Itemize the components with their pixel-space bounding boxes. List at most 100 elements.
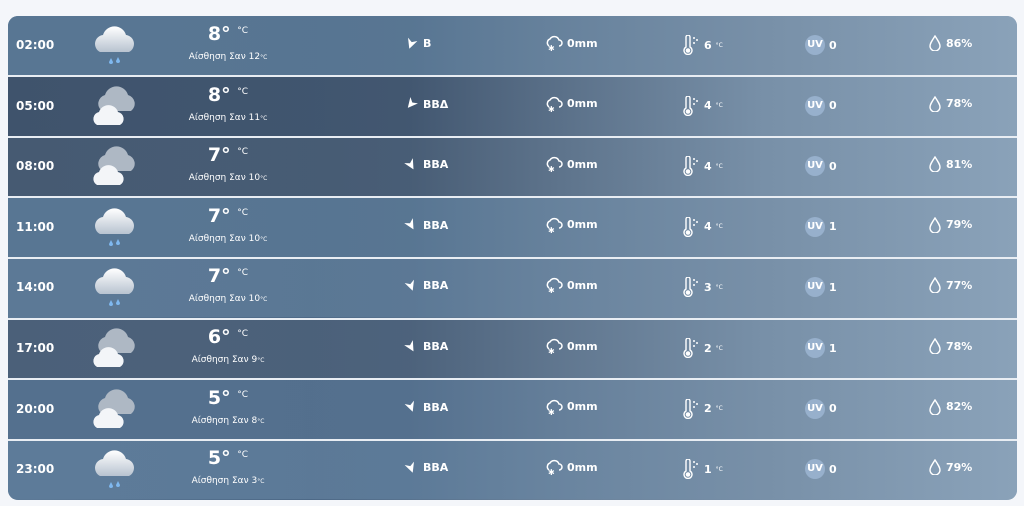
feels-like: Αίσθηση Σαν 9°C bbox=[191, 355, 265, 365]
humidity: 79% bbox=[928, 459, 972, 476]
wind: Β bbox=[406, 37, 431, 50]
temperature: 6° °C bbox=[207, 326, 249, 348]
precipitation: ✱ 0mm bbox=[545, 156, 598, 172]
wind-direction: ΒΒΑ bbox=[423, 279, 449, 293]
svg-text:✱: ✱ bbox=[548, 165, 555, 172]
wind-direction-icon bbox=[404, 157, 414, 170]
snow-cloud-icon: ✱ bbox=[546, 157, 563, 172]
dew-point: 3 °C bbox=[682, 277, 723, 298]
time-label: 02:00 bbox=[16, 38, 55, 52]
wind: ΒΒΑ bbox=[404, 461, 448, 474]
dew-point: 2 °C bbox=[682, 398, 723, 419]
uv-badge: UV bbox=[805, 277, 825, 298]
dew-point: 4 °C bbox=[682, 156, 723, 177]
uv-badge: UV bbox=[805, 156, 825, 177]
time-label: 05:00 bbox=[16, 98, 55, 113]
thermometer-icon bbox=[683, 156, 698, 177]
thermometer-icon bbox=[683, 398, 698, 419]
precipitation: ✱ 0mm bbox=[545, 96, 598, 112]
wind: ΒΒΑ bbox=[404, 279, 449, 293]
precipitation: ✱ 0mm bbox=[545, 217, 598, 233]
droplet-icon bbox=[929, 35, 941, 51]
uv-badge: UV bbox=[805, 95, 825, 116]
row-divider bbox=[8, 135, 1017, 138]
time-label: 17:00 bbox=[16, 341, 55, 355]
thermometer-icon bbox=[683, 216, 698, 237]
rain-cloud-icon bbox=[90, 446, 140, 492]
feels-like: Αίσθηση Σαν 11°C bbox=[188, 112, 268, 123]
dew-point: 4 °C bbox=[682, 216, 723, 237]
time-label: 20:00 bbox=[16, 401, 55, 416]
wind: ΒΒΑ bbox=[404, 400, 449, 414]
row-divider bbox=[8, 378, 1017, 381]
humidity: 86% bbox=[928, 35, 972, 51]
wind-direction: ΒΒΑ bbox=[423, 340, 449, 353]
precipitation: ✱ 0mm bbox=[545, 35, 598, 51]
wind-direction: ΒΒΔ bbox=[423, 97, 449, 111]
partly-cloudy-icon bbox=[90, 386, 140, 432]
droplet-icon bbox=[929, 216, 941, 233]
rain-cloud-icon bbox=[90, 204, 140, 250]
svg-text:✱: ✱ bbox=[548, 226, 555, 233]
wind: ΒΒΔ bbox=[406, 97, 449, 111]
row-divider bbox=[8, 256, 1017, 259]
row-divider bbox=[8, 438, 1017, 441]
uv-index: UV 0 bbox=[805, 35, 837, 55]
uv-index: UV 0 bbox=[805, 95, 837, 116]
forecast-row[interactable]: 17:00 6° °C Αίσθηση Σαν 9°C ΒΒΑ ✱ 0mm 2 °… bbox=[8, 319, 1017, 378]
precipitation: ✱ 0mm bbox=[545, 459, 598, 475]
precipitation: ✱ 0mm bbox=[545, 399, 598, 415]
uv-index: UV 1 bbox=[805, 216, 837, 237]
droplet-icon bbox=[929, 95, 941, 112]
feels-like: Αίσθηση Σαν 10°C bbox=[188, 294, 268, 305]
wind: ΒΒΑ bbox=[404, 218, 449, 232]
forecast-row[interactable]: 05:00 8° °C Αίσθηση Σαν 11°C ΒΒΔ ✱ 0mm 4… bbox=[8, 76, 1017, 136]
wind-direction: ΒΒΑ bbox=[423, 218, 449, 232]
svg-text:✱: ✱ bbox=[548, 468, 555, 475]
droplet-icon bbox=[929, 277, 941, 294]
row-divider bbox=[8, 317, 1017, 320]
svg-text:✱: ✱ bbox=[548, 44, 555, 51]
temperature: 8° °C bbox=[207, 83, 249, 106]
feels-like: Αίσθηση Σαν 3°C bbox=[191, 476, 265, 487]
temperature: 8° °C bbox=[207, 23, 249, 45]
wind: ΒΒΑ bbox=[404, 339, 449, 353]
humidity: 81% bbox=[928, 156, 972, 173]
thermometer-icon bbox=[683, 95, 698, 116]
time-label: 11:00 bbox=[16, 219, 55, 234]
time-label: 08:00 bbox=[16, 159, 55, 174]
wind-direction-icon bbox=[404, 218, 414, 230]
humidity: 82% bbox=[928, 398, 972, 415]
dew-point: 2 °C bbox=[682, 338, 723, 358]
forecast-row[interactable]: 14:00 7° °C Αίσθηση Σαν 10°C ΒΒΑ ✱ 0mm 3… bbox=[8, 258, 1017, 318]
snow-cloud-icon: ✱ bbox=[546, 399, 563, 415]
wind-direction-icon bbox=[404, 400, 414, 412]
svg-text:✱: ✱ bbox=[548, 286, 555, 293]
row-divider bbox=[8, 196, 1017, 199]
forecast-row[interactable]: 23:00 5° °C Αίσθηση Σαν 3°C ΒΒΑ ✱ 0mm 1 °… bbox=[8, 440, 1017, 500]
snow-cloud-icon: ✱ bbox=[546, 217, 563, 233]
temperature: 7° °C bbox=[207, 204, 249, 227]
snow-cloud-icon: ✱ bbox=[546, 96, 563, 112]
feels-like: Αίσθηση Σαν 10°C bbox=[188, 233, 268, 244]
snow-cloud-icon: ✱ bbox=[546, 460, 563, 475]
thermometer-icon bbox=[683, 338, 698, 358]
uv-badge: UV bbox=[805, 35, 825, 55]
forecast-row[interactable]: 08:00 7° °C Αίσθηση Σαν 10°C ΒΒΑ ✱ 0mm 4… bbox=[8, 137, 1017, 197]
wind-direction-icon bbox=[408, 37, 418, 49]
wind-direction: ΒΒΑ bbox=[423, 400, 449, 414]
wind-direction-icon bbox=[404, 461, 414, 473]
forecast-row[interactable]: 11:00 7° °C Αίσθηση Σαν 10°C ΒΒΑ ✱ 0mm 4… bbox=[8, 197, 1017, 257]
rain-cloud-icon bbox=[90, 22, 140, 68]
uv-badge: UV bbox=[805, 338, 825, 358]
wind-direction: ΒΒΑ bbox=[423, 158, 449, 172]
svg-text:✱: ✱ bbox=[548, 347, 555, 354]
humidity: 78% bbox=[928, 338, 972, 354]
thermometer-icon bbox=[683, 459, 698, 480]
droplet-icon bbox=[929, 338, 941, 354]
row-divider bbox=[8, 75, 1017, 78]
uv-badge: UV bbox=[805, 459, 825, 480]
dew-point: 6 °C bbox=[682, 35, 723, 55]
forecast-row[interactable]: 20:00 5° °C Αίσθηση Σαν 8°C ΒΒΑ ✱ 0mm 2 °… bbox=[8, 379, 1017, 439]
forecast-row[interactable]: 02:00 8° °C Αίσθηση Σαν 12°C Β ✱ 0mm 6 °C… bbox=[8, 16, 1017, 75]
